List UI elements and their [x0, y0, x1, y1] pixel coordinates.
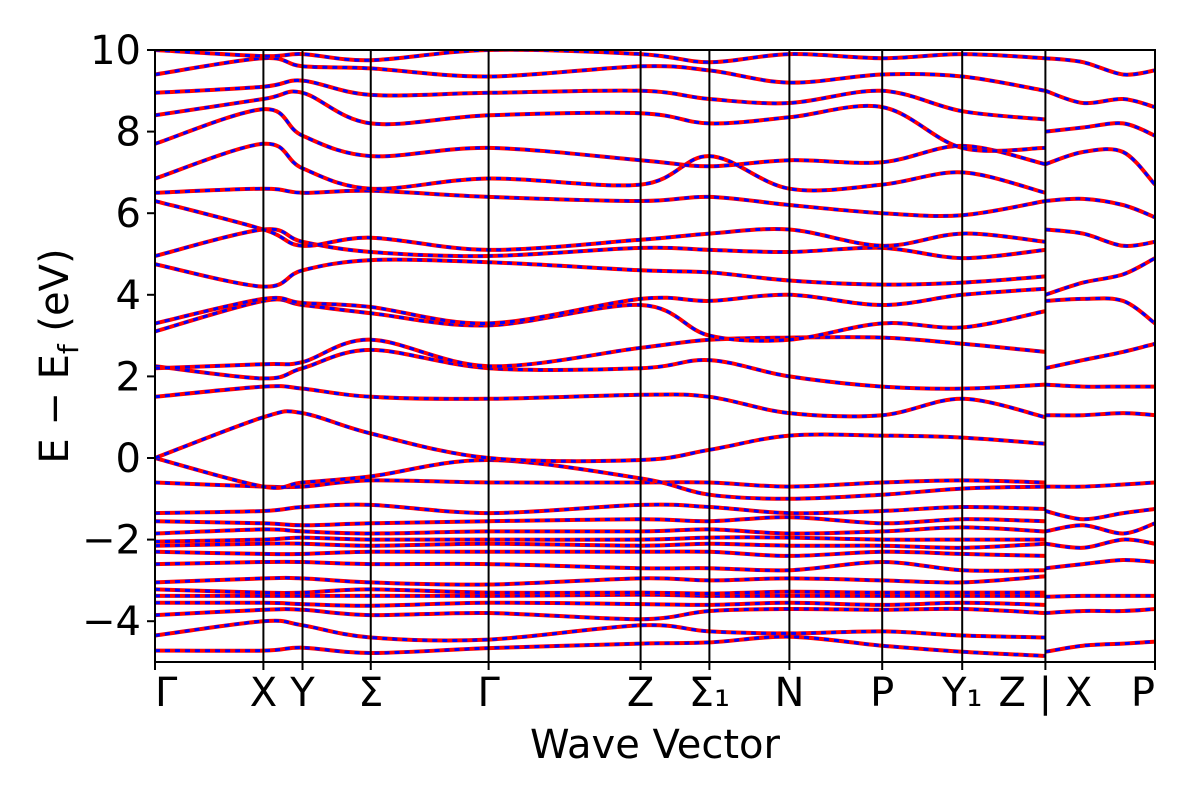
band-line-22 — [155, 257, 1046, 289]
y-tick-label-4: 4 — [116, 273, 141, 319]
x-axis-title: Wave Vector — [530, 722, 781, 768]
x-tick-label-5: Z — [627, 670, 654, 716]
band-line-dashed-12 — [155, 515, 1046, 527]
x-axis-ticks: Γ X Y Σ Γ Z Σ₁ N P Y₁ Z | X P — [154, 662, 1156, 716]
band-line-40 — [1045, 411, 1155, 418]
band-line-dashed-22 — [155, 258, 1046, 289]
band-line-dashed-27 — [155, 107, 1046, 168]
band-line-dashed-26 — [155, 142, 1046, 195]
band-line-19 — [155, 335, 1046, 371]
band-line-41 — [1045, 382, 1155, 389]
band-line-dashed-8 — [155, 550, 1046, 558]
plot-frame — [154, 49, 1156, 663]
band-line-34 — [1045, 593, 1155, 599]
band-line-dashed-47 — [1044, 147, 1155, 186]
y-tick-label-6: 8 — [116, 110, 141, 156]
y-axis-title: E − Ef (eV) — [32, 248, 85, 463]
y-tick-label-0: −4 — [82, 599, 141, 645]
band-line-44 — [1044, 256, 1155, 297]
band-line-49 — [1044, 88, 1155, 110]
band-line-dashed-9 — [155, 541, 1046, 550]
y-axis-ticks: −4 −2 0 2 4 6 8 10 — [82, 28, 155, 645]
band-line-dashed-16 — [155, 409, 1046, 463]
band-line-46 — [1045, 196, 1155, 220]
band-line-dashed-21 — [155, 287, 1046, 325]
band-line-dashed-6 — [155, 574, 1046, 587]
x-tick-label-3: Σ — [358, 670, 383, 716]
band-line-dashed-44 — [1044, 256, 1155, 297]
band-line-dashed-10 — [155, 535, 1046, 544]
x-tick-label-4: Γ — [477, 670, 500, 716]
band-line-dashed-24 — [155, 199, 1046, 252]
band-line-39 — [1045, 480, 1155, 489]
band-line-0 — [155, 634, 1046, 658]
band-line-33 — [1045, 607, 1155, 615]
band-line-dashed-17 — [155, 384, 1046, 419]
band-line-37 — [1045, 521, 1155, 536]
x-tick-label-1: X — [250, 670, 277, 716]
y-tick-label-2: 0 — [116, 436, 141, 482]
band-line-dashed-1 — [155, 619, 1046, 642]
band-line-dashed-0 — [155, 635, 1046, 658]
y-tick-label-5: 6 — [116, 191, 141, 237]
band-line-36 — [1045, 537, 1155, 550]
band-line-38 — [1044, 507, 1155, 522]
x-tick-label-9: Y₁ — [941, 670, 982, 716]
band-line-dashed-25 — [155, 187, 1046, 218]
x-tick-label-7: N — [774, 670, 804, 716]
band-line-dashed-23 — [155, 227, 1046, 260]
band-line-43 — [1045, 296, 1155, 326]
band-line-32 — [1045, 639, 1155, 654]
band-line-15 — [155, 456, 1046, 501]
band-line-48 — [1045, 121, 1155, 138]
band-line-dashed-5 — [155, 587, 1046, 596]
y-tick-label-3: 2 — [116, 354, 141, 400]
band-line-dashed-4 — [155, 593, 1046, 598]
band-line-35 — [1045, 557, 1155, 571]
x-tick-label-10: Z | X — [999, 670, 1093, 716]
band-line-dashed-18 — [155, 348, 1046, 391]
band-line-dashed-7 — [155, 560, 1046, 573]
y-tick-label-7: 10 — [90, 28, 141, 74]
x-tick-label-8: P — [870, 670, 894, 716]
x-tick-label-2: Y — [289, 670, 315, 716]
band-line-dashed-49 — [1044, 89, 1155, 109]
band-line-dashed-14 — [155, 478, 1046, 489]
band-line-28 — [155, 89, 1046, 153]
band-line-dashed-11 — [155, 525, 1046, 536]
band-line-1 — [155, 618, 1046, 643]
band-line-dashed-19 — [155, 335, 1046, 370]
band-line-dashed-15 — [155, 456, 1046, 501]
band-line-31 — [155, 50, 1046, 65]
band-line-29 — [155, 78, 1046, 122]
x-tick-label-0: Γ — [155, 670, 178, 716]
band-line-dashed-30 — [155, 56, 1046, 93]
y-tick-label-1: −2 — [82, 518, 141, 564]
band-line-dashed-3 — [155, 601, 1046, 608]
x-tick-label-11: P — [1131, 670, 1155, 716]
band-line-50 — [1045, 56, 1155, 77]
band-line-42 — [1044, 341, 1155, 371]
band-line-45 — [1045, 227, 1155, 249]
x-tick-label-6: Σ₁ — [689, 670, 730, 716]
high-symmetry-lines-group — [262, 50, 1047, 662]
band-line-dashed-2 — [155, 607, 1046, 621]
band-line-dashed-13 — [155, 503, 1046, 515]
band-lines-group — [155, 50, 1155, 658]
